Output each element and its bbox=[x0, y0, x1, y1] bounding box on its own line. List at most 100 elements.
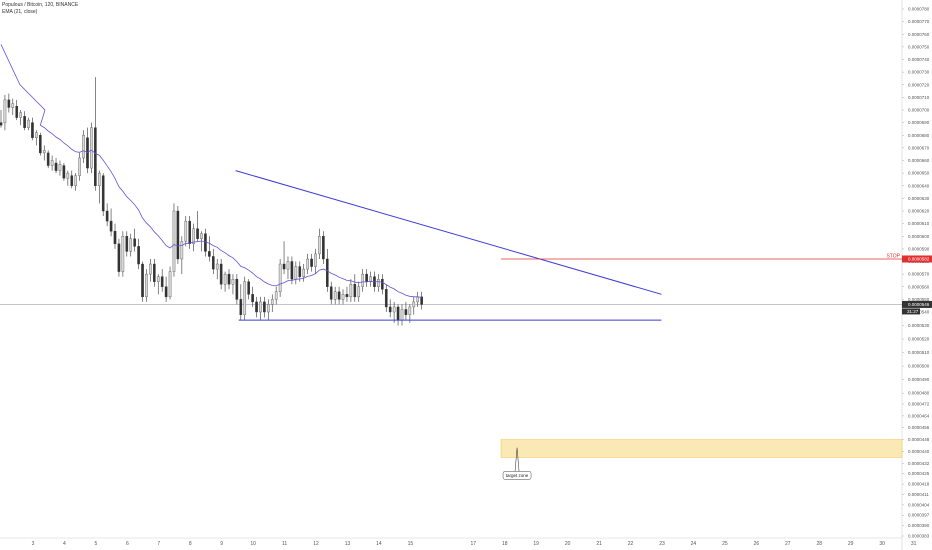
candle-body bbox=[243, 281, 247, 315]
price-tick-label: 0.0000383 bbox=[908, 534, 930, 539]
candle-body bbox=[86, 137, 89, 169]
candle-body bbox=[416, 296, 420, 303]
candle-body bbox=[388, 306, 392, 313]
candle-body bbox=[298, 266, 302, 277]
candle-body bbox=[294, 266, 298, 280]
candle-body bbox=[192, 228, 195, 245]
time-tick-label: 25 bbox=[722, 541, 728, 547]
candle-body bbox=[117, 243, 121, 272]
candle-body bbox=[408, 306, 412, 315]
candle-body bbox=[82, 135, 85, 159]
time-tick-label: 17 bbox=[471, 541, 477, 547]
time-tick-label: 15 bbox=[408, 541, 414, 547]
price-tick-label: 0.0000720 bbox=[908, 82, 930, 87]
candle-body bbox=[149, 263, 152, 275]
candle-body bbox=[345, 294, 349, 298]
symbol-header: Populous / Bitcoin, 120, BINANCE bbox=[2, 2, 79, 8]
price-tick-label: 0.0000480 bbox=[908, 391, 930, 396]
candle-body bbox=[58, 164, 62, 171]
time-tick-label: 18 bbox=[502, 541, 508, 547]
candle-body bbox=[101, 175, 105, 212]
candles-layer bbox=[0, 77, 423, 326]
price-tick-label: 0.0000780 bbox=[908, 7, 930, 12]
price-tick-label: 0.0000730 bbox=[908, 70, 930, 75]
time-tick-label: 31 bbox=[911, 541, 917, 547]
price-tick-label: 0.0000630 bbox=[908, 196, 930, 201]
time-tick-label: 23 bbox=[659, 541, 665, 547]
candle-body bbox=[208, 251, 211, 257]
time-tick-label: 20 bbox=[565, 541, 571, 547]
countdown-box bbox=[902, 308, 920, 315]
descending-trendline[interactable] bbox=[235, 170, 662, 295]
candle-body bbox=[188, 220, 192, 245]
candle-body bbox=[145, 273, 148, 298]
time-tick-label: 14 bbox=[376, 541, 382, 547]
time-tick-label: 21 bbox=[596, 541, 602, 547]
price-tick-label: 0.0000690 bbox=[908, 120, 930, 125]
price-tick-label: 0.0000464 bbox=[908, 413, 930, 418]
candle-body bbox=[160, 276, 164, 287]
candle-body bbox=[239, 299, 243, 315]
time-tick-label: 4 bbox=[63, 541, 66, 547]
price-axis[interactable]: 0.0000780 0.0000770 0.0000760 0.0000750 0.00… bbox=[902, 7, 932, 539]
candle-body bbox=[400, 309, 404, 321]
candle-body bbox=[361, 273, 364, 287]
candle-body bbox=[153, 263, 156, 282]
candle-body bbox=[314, 253, 317, 267]
price-tick-label: 0.0000530 bbox=[908, 323, 930, 328]
candle-body bbox=[365, 273, 368, 282]
candle-body bbox=[341, 294, 345, 300]
candle-body bbox=[50, 160, 54, 166]
price-tick-label: 0.0000510 bbox=[908, 350, 930, 355]
candle-body bbox=[404, 309, 408, 315]
candle-body bbox=[270, 299, 274, 305]
candle-body bbox=[196, 228, 199, 239]
stop-price-box bbox=[902, 255, 932, 263]
stop-price-label: 0.0000582 bbox=[908, 257, 930, 262]
candle-body bbox=[66, 172, 70, 179]
candle-body bbox=[3, 99, 7, 123]
price-tick-label: 0.0000570 bbox=[908, 272, 930, 277]
price-tick-label: 0.0000440 bbox=[908, 449, 930, 454]
time-tick-label: 30 bbox=[879, 541, 885, 547]
price-tick-label: 0.0000448 bbox=[908, 437, 930, 442]
candle-body bbox=[231, 278, 235, 285]
target-zone-callout bbox=[502, 471, 532, 480]
time-tick-label: 8 bbox=[189, 541, 192, 547]
countdown-label: 31:27 bbox=[907, 309, 919, 314]
candle-body bbox=[310, 258, 313, 267]
price-tick-label: 0.0000760 bbox=[908, 32, 930, 37]
time-tick-label: 22 bbox=[628, 541, 634, 547]
price-tick-label: 0.0000432 bbox=[908, 461, 930, 466]
price-tick-label: 0.0000650 bbox=[908, 171, 930, 176]
price-tick-label: 0.0000490 bbox=[908, 377, 930, 382]
indicator-header: EMA (21, close) bbox=[2, 9, 38, 15]
candle-body bbox=[121, 236, 125, 272]
price-tick-label: 0.0000700 bbox=[908, 108, 930, 113]
candle-body bbox=[247, 281, 250, 295]
candle-body bbox=[325, 258, 329, 287]
price-tick-label: 0.0000740 bbox=[908, 57, 930, 62]
candle-body bbox=[184, 220, 188, 242]
time-tick-label: 19 bbox=[533, 541, 539, 547]
candle-body bbox=[94, 127, 97, 186]
time-tick-label: 24 bbox=[691, 541, 697, 547]
candle-body bbox=[302, 268, 306, 277]
candle-body bbox=[251, 294, 254, 303]
candle-body bbox=[255, 301, 258, 313]
time-axis[interactable]: 1345678910111213141517181920212223242526… bbox=[0, 541, 917, 547]
candle-body bbox=[384, 289, 388, 308]
time-tick-label: 10 bbox=[250, 541, 256, 547]
candle-body bbox=[39, 135, 42, 154]
current-price-label: 0.0000546 bbox=[908, 302, 930, 307]
candle-body bbox=[357, 286, 361, 298]
time-tick-label: 5 bbox=[95, 541, 98, 547]
time-tick-label: 6 bbox=[126, 541, 129, 547]
price-tick-label: 0.0000610 bbox=[908, 221, 930, 226]
candle-body bbox=[290, 261, 294, 280]
time-tick-label: 26 bbox=[754, 541, 760, 547]
price-tick-label: 0.0000472 bbox=[908, 402, 930, 407]
price-tick-label: 0.0000404 bbox=[908, 502, 930, 507]
candle-body bbox=[420, 296, 423, 305]
